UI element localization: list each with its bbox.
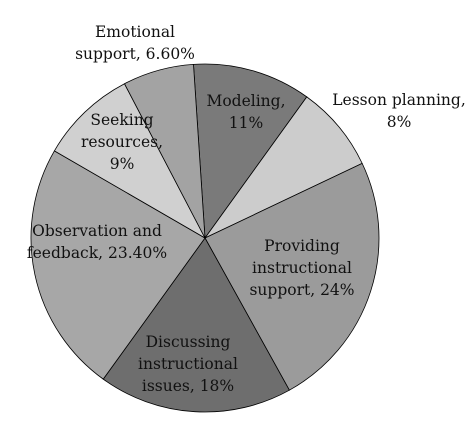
slice-label-line: support, 6.60% bbox=[75, 45, 195, 63]
slice-label: Emotional support, 6.60% bbox=[75, 23, 195, 63]
slice-label-line: instructional bbox=[138, 355, 238, 373]
slice-label-line: issues, 18% bbox=[142, 377, 234, 395]
slice-label-line: 11% bbox=[229, 114, 263, 132]
slice-label: Modeling, 11% bbox=[206, 92, 285, 132]
slice-label-line: Seeking bbox=[90, 111, 153, 129]
slice-label-line: 8% bbox=[387, 113, 412, 131]
slice-label-line: Providing bbox=[264, 237, 340, 255]
slice-label-line: Discussing bbox=[146, 333, 231, 351]
pie-slices bbox=[30, 63, 380, 413]
slice-label-line: Emotional bbox=[95, 23, 175, 41]
slice-label: Discussing instructional issues, 18% bbox=[138, 333, 238, 395]
slice-label: Observation and feedback, 23.40% bbox=[27, 222, 167, 262]
pie-slice bbox=[30, 150, 206, 380]
slice-label-line: 9% bbox=[110, 155, 135, 173]
slice-label-line: support, 24% bbox=[249, 281, 354, 299]
slice-label-line: Lesson planning, bbox=[332, 91, 466, 109]
pie-slice bbox=[53, 83, 206, 240]
pie-labels: Modeling, 11% Lesson planning, 8% Providing i… bbox=[27, 23, 466, 395]
pie-slice bbox=[102, 237, 290, 413]
pie-slice bbox=[193, 63, 308, 240]
slice-label-line: Modeling, bbox=[206, 92, 285, 110]
slice-label: Lesson planning, 8% bbox=[332, 91, 466, 131]
slice-label-line: Observation and bbox=[32, 222, 162, 240]
pie-slice bbox=[123, 63, 206, 239]
slice-label-line: resources, bbox=[81, 133, 163, 151]
slice-label-line: instructional bbox=[252, 259, 352, 277]
slice-label: Seeking resources, 9% bbox=[81, 111, 163, 173]
slice-label-line: feedback, 23.40% bbox=[27, 244, 167, 262]
slice-label: Providing instructional support, 24% bbox=[249, 237, 354, 299]
pie-slice bbox=[204, 162, 380, 391]
